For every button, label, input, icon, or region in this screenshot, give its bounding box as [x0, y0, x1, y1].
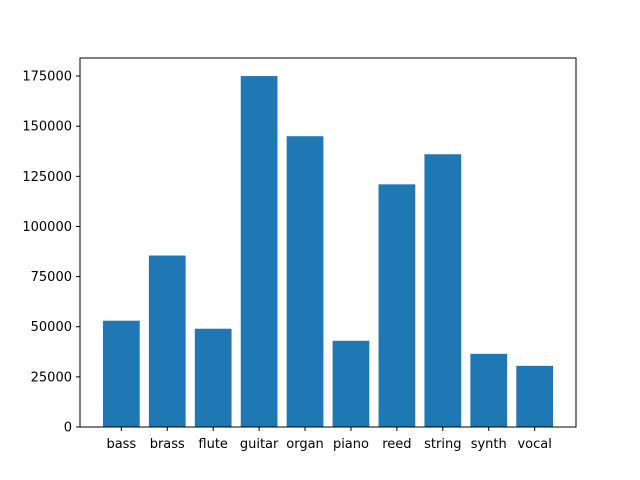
x-tick-label: string [424, 437, 461, 452]
y-tick-label: 0 [64, 421, 72, 436]
bar-brass [148, 255, 186, 427]
x-tick-label: bass [106, 437, 136, 452]
bar-bass [102, 320, 140, 427]
bar-vocal [516, 365, 554, 427]
x-tick-label: guitar [240, 437, 279, 452]
x-tick-label: piano [333, 437, 369, 452]
bar-guitar [240, 76, 278, 427]
y-tick-label: 75000 [31, 270, 72, 285]
x-axis-ticks: bass brass flute guitar organ piano reed string… [106, 427, 552, 452]
bar-organ [286, 136, 324, 427]
y-tick-label: 25000 [31, 370, 72, 385]
x-tick-label: vocal [517, 437, 551, 452]
x-tick-label: reed [382, 437, 411, 452]
y-axis-ticks: 0 25000 50000 75000 100000 125000 150000 175000 [22, 70, 80, 436]
y-tick-label: 125000 [22, 170, 72, 185]
x-tick-label: brass [150, 437, 185, 452]
bars-group [102, 76, 554, 427]
bar-synth [470, 353, 508, 427]
y-tick-label: 50000 [31, 320, 72, 335]
y-tick-label: 100000 [22, 220, 72, 235]
bar-reed [378, 184, 416, 427]
x-tick-label: flute [198, 437, 228, 452]
bar-piano [332, 340, 370, 427]
y-tick-label: 175000 [22, 70, 72, 85]
y-tick-label: 150000 [22, 120, 72, 135]
bar-flute [194, 328, 232, 427]
plot-frame [79, 57, 577, 428]
bar-string [424, 154, 462, 427]
x-tick-label: synth [471, 437, 507, 452]
x-tick-label: organ [286, 437, 324, 452]
